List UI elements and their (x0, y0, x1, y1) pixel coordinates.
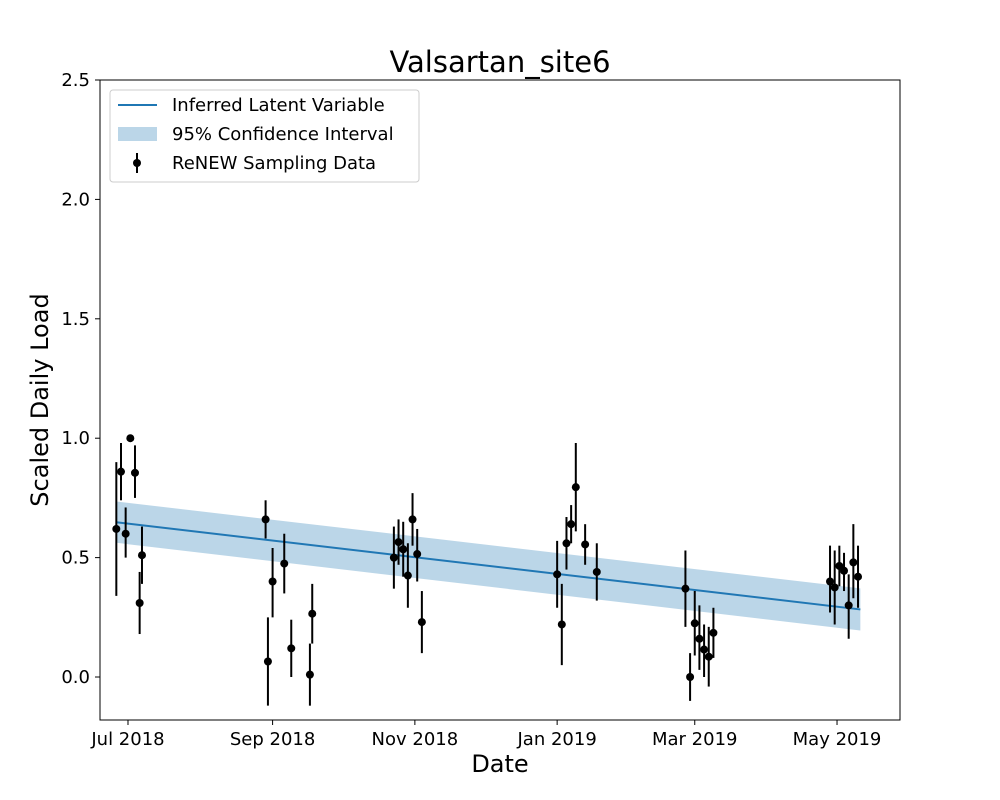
y-axis-title: Scaled Daily Load (26, 293, 54, 506)
data-point (261, 515, 270, 524)
data-point (116, 467, 125, 476)
x-axis: Jul 2018 Sep 2018 Nov 2018 Jan 2019 Mar 2019… (90, 720, 881, 750)
data-point (581, 540, 590, 549)
data-point (553, 570, 562, 579)
y-axis: 0.0 0.5 1.0 1.5 2.0 2.5 (61, 70, 100, 688)
latent-line (116, 521, 861, 611)
data-point (280, 559, 289, 568)
data-point (137, 551, 146, 560)
legend-band-swatch (118, 127, 157, 141)
x-tick-label: Jul 2018 (90, 729, 164, 750)
data-point (826, 577, 835, 586)
data-point (394, 538, 403, 547)
data-point (709, 628, 718, 637)
data-point (268, 577, 277, 586)
x-tick-label: May 2019 (793, 729, 882, 750)
y-tick-label: 0.5 (61, 548, 90, 569)
data-point (305, 670, 314, 679)
x-tick-label: Sep 2018 (230, 729, 315, 750)
data-point (567, 520, 576, 529)
y-tick-label: 1.0 (61, 428, 90, 449)
x-tick-label: Mar 2019 (652, 729, 738, 750)
data-point (562, 539, 571, 548)
x-tick-label: Nov 2018 (372, 729, 459, 750)
legend-label-latent: Inferred Latent Variable (172, 95, 385, 116)
data-point (844, 601, 853, 610)
data-point (854, 572, 863, 581)
data-point (704, 652, 713, 661)
x-axis-title: Date (471, 750, 528, 778)
data-point (112, 524, 121, 533)
y-tick-label: 0.0 (61, 667, 90, 688)
data-point (840, 566, 849, 575)
data-point (403, 571, 412, 580)
data-point (592, 567, 601, 576)
plot-area (100, 80, 900, 720)
legend-label-confidence: 95% Confidence Interval (172, 124, 394, 145)
legend-marker-swatch (133, 159, 141, 167)
data-point (126, 434, 135, 443)
y-tick-label: 2.0 (61, 189, 90, 210)
legend: Inferred Latent Variable 95% Confidence … (109, 89, 420, 183)
data-point (849, 558, 858, 567)
chart-title: Valsartan_site6 (389, 45, 610, 79)
data-point (700, 645, 709, 654)
data-point (263, 657, 272, 666)
data-point (695, 634, 704, 643)
data-point (399, 545, 408, 554)
x-tick-label: Jan 2019 (517, 729, 597, 750)
legend-box (109, 89, 420, 183)
plot-frame (99, 79, 901, 721)
plot-background (100, 80, 900, 720)
data-point (408, 515, 417, 524)
y-tick-label: 1.5 (61, 309, 90, 330)
data-point (308, 609, 317, 618)
data-point (686, 673, 695, 682)
data-point (389, 553, 398, 562)
data-point (135, 598, 144, 607)
data-point (830, 583, 839, 592)
data-point (690, 619, 699, 628)
data-point (413, 550, 422, 559)
data-point (571, 483, 580, 492)
data-point (121, 529, 130, 538)
data-point (557, 620, 566, 629)
data-point (287, 644, 296, 653)
y-tick-label: 2.5 (61, 70, 90, 91)
data-point (130, 468, 139, 477)
data-point (681, 584, 690, 593)
data-point (417, 618, 426, 627)
legend-label-sampling: ReNEW Sampling Data (172, 153, 376, 174)
